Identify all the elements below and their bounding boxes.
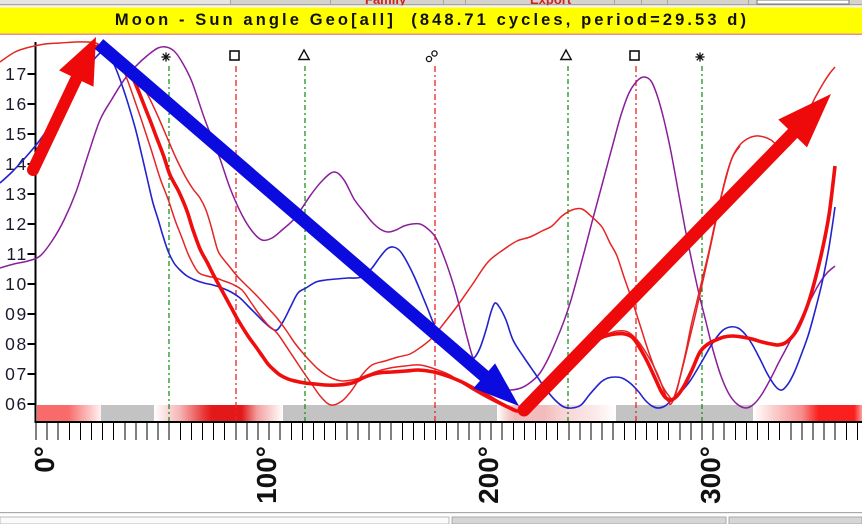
svg-text:100°: 100° (251, 446, 282, 504)
svg-text:10: 10 (5, 274, 28, 294)
svg-text:12: 12 (5, 214, 28, 234)
svg-text:16: 16 (5, 94, 28, 114)
svg-text:08: 08 (5, 334, 28, 354)
svg-text:Family: Family (365, 0, 407, 7)
svg-text:200°: 200° (473, 446, 504, 504)
svg-text:11: 11 (6, 244, 28, 264)
svg-text:0°: 0° (29, 446, 60, 473)
svg-text:14: 14 (5, 154, 28, 174)
svg-text:13: 13 (5, 184, 28, 204)
svg-text:09: 09 (5, 304, 28, 324)
svg-text:17: 17 (5, 64, 28, 84)
svg-text:Export: Export (530, 0, 572, 7)
svg-text:06: 06 (5, 394, 28, 414)
svg-text:Moon - Sun angle Geo[all] (84: Moon - Sun angle Geo[all] (848.71 cycles… (115, 11, 749, 29)
svg-text:07: 07 (5, 364, 28, 384)
svg-text:300°: 300° (695, 446, 726, 504)
svg-text:15: 15 (5, 124, 28, 144)
